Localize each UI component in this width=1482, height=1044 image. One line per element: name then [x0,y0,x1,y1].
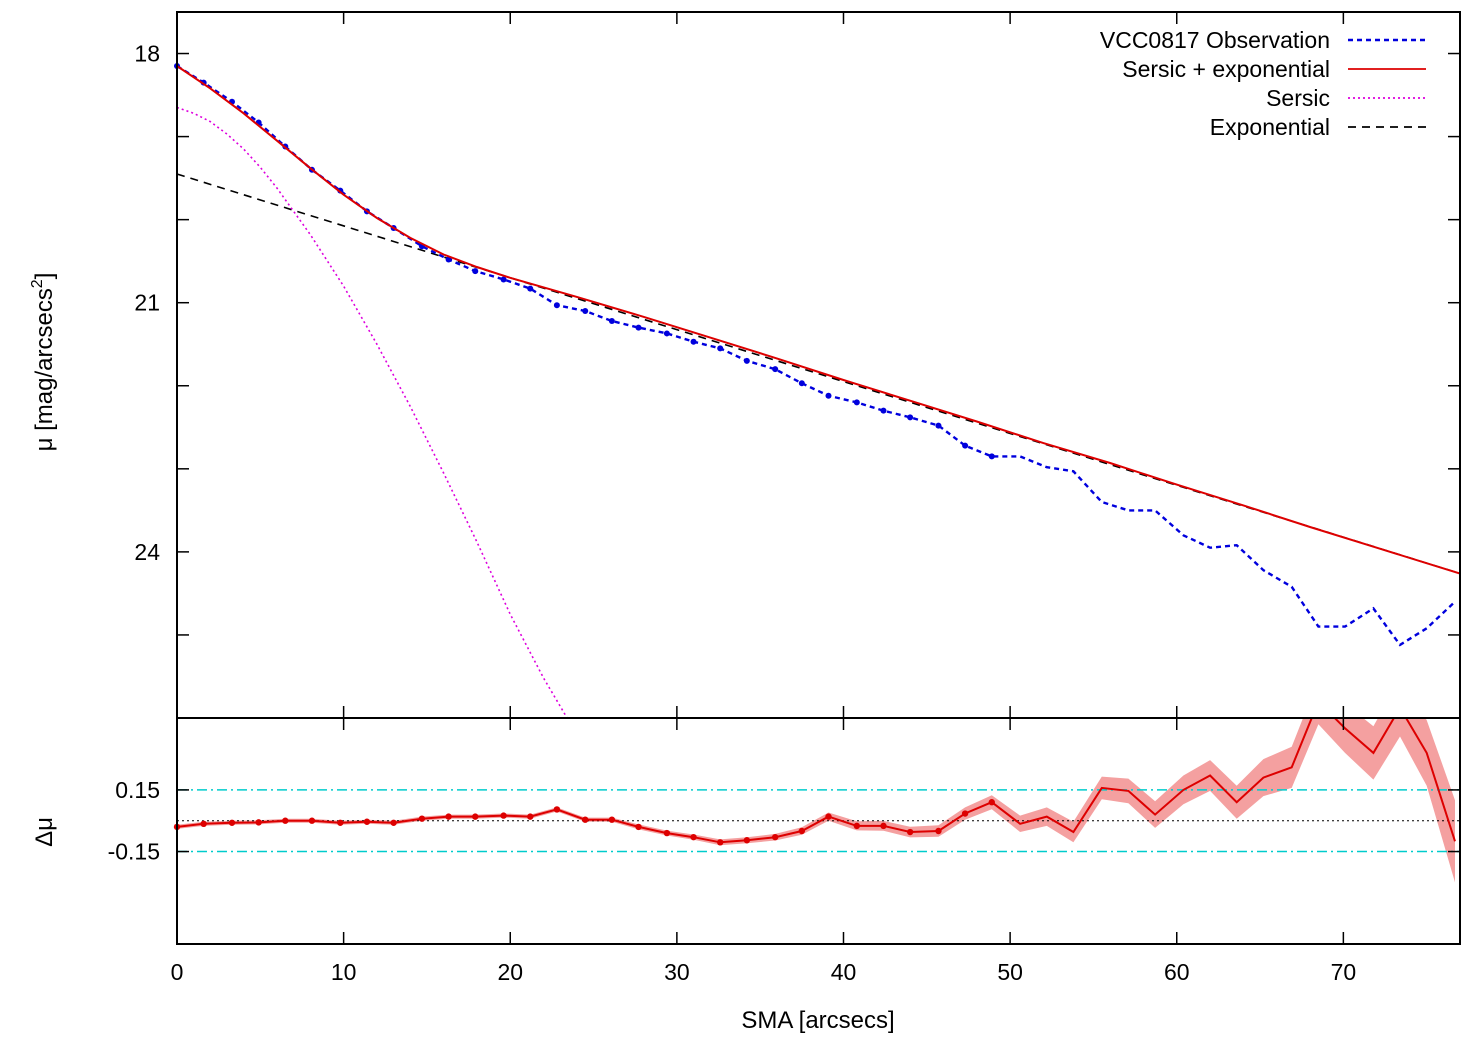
residual-point [880,822,887,830]
profile-y-tick-label: 21 [134,290,160,316]
residual-point [853,822,861,830]
profile-y-tick-label: 24 [134,539,160,565]
residual-point [500,812,507,819]
residual-point [582,816,589,823]
series-line-sersic-exponential [177,65,1460,575]
observation-point [663,330,670,337]
observation-point [988,453,995,460]
observation-point [907,414,914,421]
residual-axis-ticks: 0.15 -0.15 0 10 20 30 40 50 60 70 [108,718,1460,985]
residual-point [798,827,806,835]
observation-point [962,442,969,449]
residual-point [663,829,671,837]
legend-label: Sersic + exponential [1122,56,1330,82]
residual-point [935,827,942,835]
profile-panel: 18 21 24 VCC0817 Observation Sersic + expon… [29,11,1461,719]
observation-point [798,380,805,387]
observation-point [825,392,832,399]
residual-point [771,833,779,841]
residual-point [635,823,642,831]
observation-point [743,357,750,364]
legend: VCC0817 Observation Sersic + exponential S… [1100,27,1426,140]
residual-point [988,799,995,806]
residual-plot-area [173,718,1460,883]
observation-point [853,399,860,406]
residual-line [177,718,1456,844]
observation-point [717,345,724,352]
observation-point [527,285,534,292]
residual-point [337,819,344,826]
x-axis-label: SMA [arcsecs] [741,1007,894,1034]
residual-point [608,816,616,823]
residual-point [690,833,697,841]
residual-point [255,819,262,826]
observation-point [472,268,479,275]
observation-point [553,302,560,309]
observation-point [635,324,642,331]
observation-point [608,317,615,324]
profile-plot-area [174,62,1460,718]
residual-point [553,806,561,813]
residual-point [527,813,534,820]
observation-point [772,366,779,373]
residual-y-tick-label: 0.15 [115,777,160,803]
residual-point [418,815,426,822]
profile-y-axis-label: μ [mag/arcsecs2] [29,273,58,452]
residual-point [825,813,832,820]
x-tick-label: 20 [497,959,523,985]
legend-label: VCC0817 Observation [1100,27,1330,53]
residual-point [906,828,914,836]
observation-point [935,422,942,429]
x-tick-label: 10 [331,959,357,985]
residual-point [716,839,724,846]
legend-label: Exponential [1210,114,1330,140]
observation-point [582,308,589,315]
series-line-sersic [177,106,569,718]
observation-point [690,338,697,345]
residual-panel-frame [176,717,1461,945]
residual-y-tick-label: -0.15 [108,839,160,865]
residual-point [200,820,207,828]
x-tick-label: 60 [1164,959,1190,985]
residual-point [961,810,969,817]
legend-label: Sersic [1266,85,1330,111]
profile-axis-ticks: 18 21 24 [134,12,1460,718]
residual-y-axis-label: Δμ [31,817,58,847]
x-tick-label: 50 [997,959,1023,985]
observation-point [880,407,887,414]
residual-point [472,813,479,820]
residual-point [228,819,236,826]
x-tick-label: 70 [1331,959,1357,985]
profile-y-tick-label: 18 [134,41,160,67]
x-tick-label: 30 [664,959,690,985]
residual-point [363,818,371,825]
residual-point [743,837,751,844]
observation-point [500,276,507,283]
residual-point [390,819,397,826]
residual-point [308,817,316,824]
x-tick-label: 0 [171,959,184,985]
residual-panel: 0.15 -0.15 0 10 20 30 40 50 60 70 Δμ SMA [arcsecs… [31,717,1461,1034]
x-tick-label: 40 [831,959,857,985]
observation-point [445,256,452,263]
residual-point [445,813,452,820]
residual-point [282,817,289,824]
